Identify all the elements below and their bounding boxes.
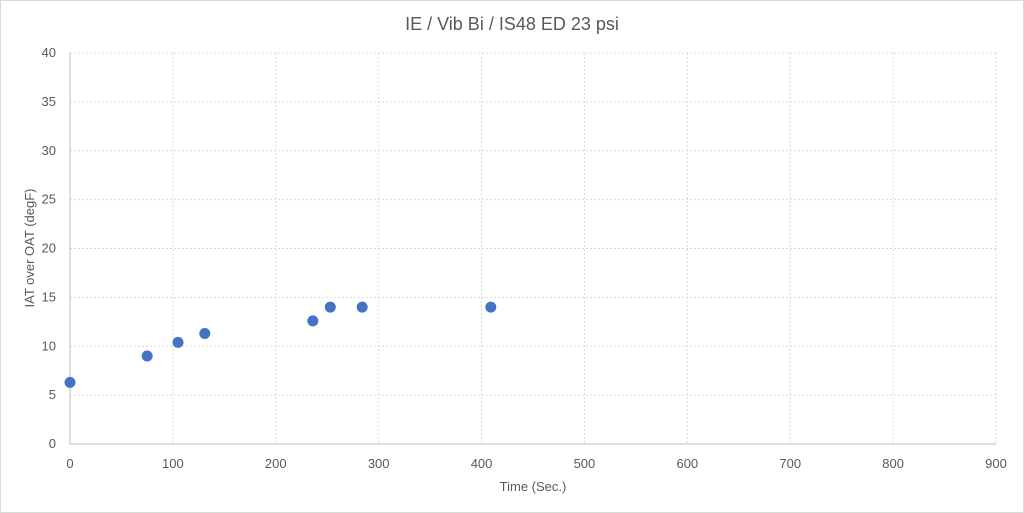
x-axis-title: Time (Sec.) — [500, 479, 567, 494]
data-point — [64, 376, 76, 388]
y-tick-label: 35 — [42, 94, 56, 109]
data-point — [485, 301, 497, 313]
data-point — [141, 350, 153, 362]
x-tick-label: 600 — [676, 456, 698, 471]
data-point — [199, 328, 211, 340]
x-tick-label: 0 — [66, 456, 73, 471]
grid-lines — [70, 52, 997, 444]
y-tick-label: 15 — [42, 289, 56, 304]
x-tick-label: 300 — [368, 456, 390, 471]
x-tick-labels: 0 100 200 300 400 500 600 700 800 900 — [66, 456, 1006, 471]
x-tick-label: 200 — [265, 456, 287, 471]
x-tick-label: 800 — [882, 456, 904, 471]
y-tick-label: 10 — [42, 338, 56, 353]
y-axis-title: IAT over OAT (degF) — [22, 189, 37, 308]
chart-title: IE / Vib Bi / IS48 ED 23 psi — [405, 14, 619, 34]
y-tick-label: 30 — [42, 143, 56, 158]
x-tick-label: 700 — [779, 456, 801, 471]
y-tick-label: 40 — [42, 45, 56, 60]
x-tick-label: 100 — [162, 456, 184, 471]
data-point — [307, 315, 319, 327]
data-point — [172, 336, 184, 348]
y-tick-label: 0 — [49, 436, 56, 451]
y-tick-labels: 0 5 10 15 20 25 30 35 40 — [42, 45, 56, 451]
y-tick-label: 25 — [42, 192, 56, 207]
data-point — [356, 301, 368, 313]
data-points — [64, 301, 497, 388]
x-tick-label: 900 — [985, 456, 1007, 471]
x-tick-label: 500 — [574, 456, 596, 471]
y-tick-label: 5 — [49, 387, 56, 402]
x-tick-label: 400 — [471, 456, 493, 471]
data-point — [324, 301, 336, 313]
y-tick-label: 20 — [42, 241, 56, 256]
